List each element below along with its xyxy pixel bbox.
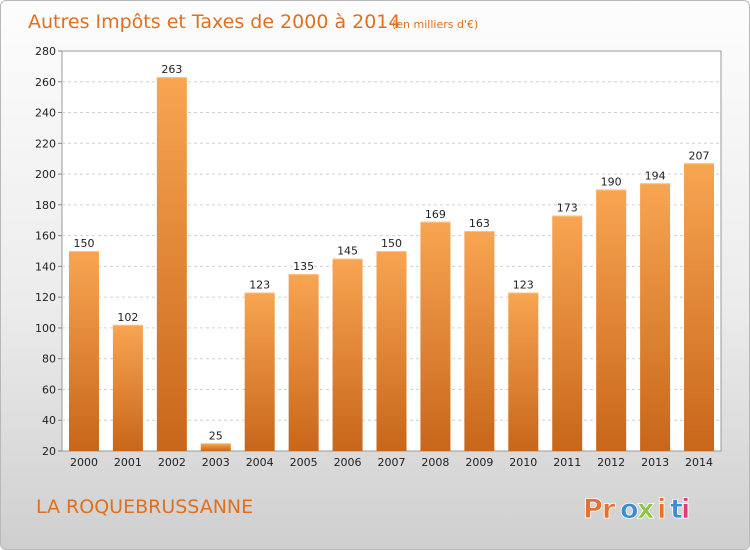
x-tick-label-2008: 2008 [421, 456, 449, 469]
data-labels: 150 102 263 25 123 135 145 150 169 163 123 173 190 19… [73, 63, 709, 442]
data-label-2009: 163 [469, 217, 490, 230]
x-tick-label-2003: 2003 [202, 456, 230, 469]
bar-2000 [68, 251, 99, 451]
data-label-2012: 190 [601, 175, 622, 188]
data-label-2003: 25 [209, 429, 223, 442]
x-tick-label-2011: 2011 [553, 456, 581, 469]
y-tick-label: 140 [35, 260, 56, 273]
commune-name: LA ROQUEBRUSSANNE [36, 496, 253, 518]
x-tick-label-2010: 2010 [509, 456, 537, 469]
x-tick-label-2006: 2006 [334, 456, 362, 469]
bar-2011 [552, 215, 583, 451]
data-label-2010: 123 [513, 279, 534, 292]
bar-2012 [596, 189, 627, 451]
brand-letter: o [620, 494, 639, 525]
x-tick-label-2012: 2012 [597, 456, 625, 469]
x-tick-label-2009: 2009 [465, 456, 493, 469]
x-tick-label-2014: 2014 [685, 456, 713, 469]
y-tick-label: 120 [35, 291, 56, 304]
y-tick-label: 280 [35, 45, 56, 58]
y-tick-label: 220 [35, 137, 56, 150]
bar-2004 [244, 292, 275, 451]
y-tick-label: 200 [35, 168, 56, 181]
x-tick-label-2002: 2002 [158, 456, 186, 469]
data-label-2008: 169 [425, 208, 446, 221]
x-tick-label-2000: 2000 [70, 456, 98, 469]
chart-subtitle: (en milliers d'€) [392, 18, 478, 31]
y-tick-label: 260 [35, 76, 56, 89]
data-label-2014: 207 [689, 149, 710, 162]
data-label-2004: 123 [249, 279, 270, 292]
data-label-2002: 263 [161, 63, 182, 76]
y-tick-label: 100 [35, 322, 56, 335]
bar-2001 [112, 324, 143, 451]
y-tick-label: 60 [42, 383, 56, 396]
brand-letter: i [657, 494, 666, 525]
bar-2009 [464, 231, 495, 451]
bar-2006 [332, 258, 363, 451]
data-label-2013: 194 [645, 169, 666, 182]
data-label-2007: 150 [381, 237, 402, 250]
data-label-2001: 102 [117, 311, 138, 324]
x-axis: 2000 2001 2002 2003 2004 2005 2006 2007 2008 2009… [70, 456, 713, 469]
brand-letter: t [670, 494, 683, 525]
bar-2010 [508, 292, 539, 451]
bar-2003 [200, 443, 231, 451]
bar-2002 [156, 77, 187, 452]
bar-2013 [640, 183, 671, 452]
bar-2014 [684, 163, 715, 452]
bar-2005 [288, 274, 319, 451]
bar-2008 [420, 221, 451, 451]
y-tick-label: 20 [42, 445, 56, 458]
y-tick-label: 180 [35, 199, 56, 212]
bars [68, 77, 715, 452]
brand-letter: i [681, 494, 690, 525]
bar-2007 [376, 251, 407, 451]
x-tick-label-2004: 2004 [246, 456, 274, 469]
brand-letter: r [602, 494, 616, 525]
x-tick-label-2005: 2005 [290, 456, 318, 469]
brand-letter: x [637, 494, 654, 525]
y-tick-label: 240 [35, 107, 56, 120]
brand-letter: P [583, 494, 603, 525]
x-tick-label-2001: 2001 [114, 456, 142, 469]
data-label-2000: 150 [73, 237, 94, 250]
x-tick-label-2013: 2013 [641, 456, 669, 469]
y-tick-label: 40 [42, 414, 56, 427]
y-tick-label: 160 [35, 230, 56, 243]
data-label-2005: 135 [293, 260, 314, 273]
chart-title: Autres Impôts et Taxes de 2000 à 2014 [28, 11, 401, 33]
data-label-2011: 173 [557, 202, 578, 215]
data-label-2006: 145 [337, 245, 358, 258]
y-tick-label: 80 [42, 353, 56, 366]
y-axis: 20 40 60 80 100 120 140 160 180 200 220 240 260 280 [35, 45, 62, 458]
x-tick-label-2007: 2007 [378, 456, 406, 469]
